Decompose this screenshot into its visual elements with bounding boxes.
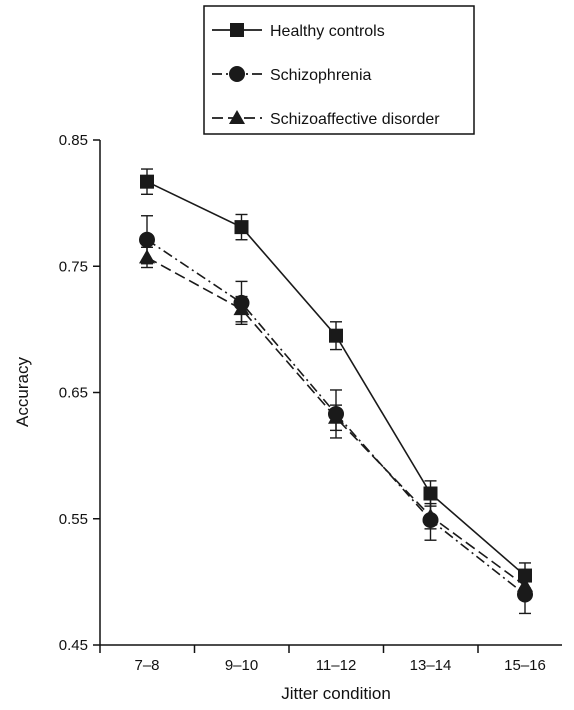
data-point bbox=[517, 586, 533, 603]
legend-marker bbox=[230, 23, 244, 37]
legend-entry: Healthy controls bbox=[212, 23, 385, 40]
legend-marker bbox=[229, 66, 245, 82]
data-point bbox=[234, 220, 249, 235]
legend-entry: Schizophrenia bbox=[212, 66, 372, 84]
y-tick-label: 0.45 bbox=[59, 637, 88, 654]
series-line bbox=[146, 180, 526, 577]
data-point bbox=[329, 328, 343, 343]
y-tick-label: 0.75 bbox=[59, 258, 88, 275]
x-axis-label: Jitter condition bbox=[281, 684, 391, 703]
plot-area bbox=[139, 168, 533, 615]
legend-box bbox=[203, 5, 475, 135]
data-point bbox=[140, 174, 154, 189]
legend-label: Schizoaffective disorder bbox=[270, 111, 440, 128]
legend-entry: Schizoaffective disorder bbox=[212, 110, 440, 128]
series-square bbox=[140, 168, 532, 589]
axes: 0.45 0.55 0.65 0.75 0.85 7–8 9–10 11–12 13–14 15–… bbox=[59, 132, 562, 674]
x-tick-label: 11–12 bbox=[316, 657, 357, 674]
x-tick-label: 13–14 bbox=[410, 657, 452, 674]
series-line bbox=[146, 239, 526, 596]
data-point bbox=[423, 486, 438, 501]
x-tick-label: 7–8 bbox=[134, 657, 159, 674]
legend-label: Healthy controls bbox=[270, 23, 385, 40]
y-tick-label: 0.65 bbox=[59, 385, 88, 402]
y-axis-label: Accuracy bbox=[13, 357, 32, 427]
series-line bbox=[146, 256, 526, 587]
data-point bbox=[139, 231, 155, 248]
data-point bbox=[422, 512, 439, 529]
x-tick-label: 15–16 bbox=[504, 657, 546, 674]
y-tick-label: 0.55 bbox=[59, 511, 88, 528]
legend-label: Schizophrenia bbox=[270, 67, 372, 84]
series-circle bbox=[139, 215, 533, 615]
y-tick-label: 0.85 bbox=[59, 132, 88, 149]
data-point bbox=[518, 568, 532, 583]
x-tick-label: 9–10 bbox=[225, 657, 258, 674]
data-point bbox=[328, 405, 344, 422]
legend-marker bbox=[229, 110, 245, 124]
data-point bbox=[233, 294, 250, 311]
legend: Healthy controls Schizophrenia Schizoaffec… bbox=[203, 5, 475, 135]
